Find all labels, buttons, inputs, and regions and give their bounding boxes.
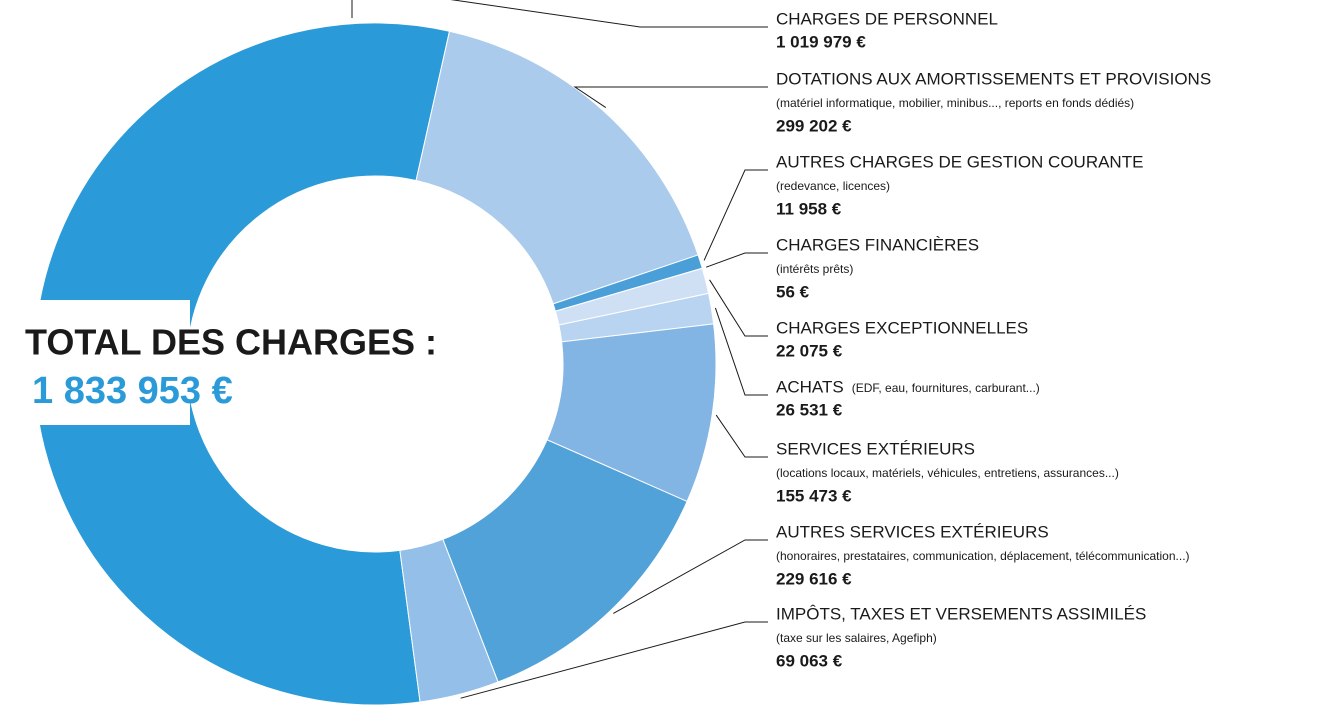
category-label: ACHATS: [776, 377, 844, 396]
donut-segment: [442, 439, 688, 683]
donut: [33, 22, 717, 706]
category-detail: (redevance, licences): [776, 179, 890, 193]
category-label: AUTRES CHARGES DE GESTION COURANTE: [776, 152, 1143, 171]
category-label: IMPÔTS, TAXES ET VERSEMENTS ASSIMILÉS: [776, 604, 1146, 623]
leader-line: [705, 252, 768, 268]
leader-line: [351, 0, 768, 28]
leader-line: [460, 621, 768, 699]
leader-line: [714, 307, 768, 396]
donut-segment: [399, 538, 499, 703]
title-backdrop: [0, 300, 190, 425]
category-label: AUTRES SERVICES EXTÉRIEURS: [776, 522, 1049, 541]
category-label: SERVICES EXTÉRIEURS: [776, 439, 975, 458]
category-detail: (taxe sur les salaires, Agefiph): [776, 631, 937, 645]
value-label: 155 473 €: [776, 486, 852, 505]
leader-line: [613, 539, 768, 614]
total-title: TOTAL DES CHARGES :: [25, 322, 437, 363]
labels: CHARGES DE PERSONNEL 1 019 979 € DOTATIONS…: [460, 9, 1211, 699]
category-label: DOTATIONS AUX AMORTISSEMENTS ET PROVISIO…: [776, 69, 1211, 88]
value-label: 11 958 €: [776, 199, 842, 218]
category-label: CHARGES FINANCIÈRES: [776, 235, 979, 254]
category-label: CHARGES DE PERSONNEL: [776, 9, 998, 28]
value-label: 69 063 €: [776, 651, 843, 670]
value-label: 1 019 979 €: [776, 32, 866, 51]
leader-line: [715, 414, 768, 458]
category-detail: (locations locaux, matériels, véhicules,…: [776, 466, 1119, 480]
value-label: 56 €: [776, 282, 810, 301]
leader-line: [573, 86, 768, 108]
leader-line: [709, 279, 768, 337]
value-label: 299 202 €: [776, 116, 852, 135]
leader-line: [703, 169, 768, 261]
donut-segment: [415, 30, 699, 305]
value-label: 26 531 €: [776, 400, 843, 419]
category-detail: (matériel informatique, mobilier, minibu…: [776, 96, 1134, 110]
category-detail: (honoraires, prestataires, communication…: [776, 549, 1190, 563]
total-value: 1 833 953 €: [32, 370, 233, 412]
value-label: 22 075 €: [776, 341, 843, 360]
donut-segment: [33, 22, 451, 706]
value-label: 229 616 €: [776, 569, 852, 588]
category-label: CHARGES EXCEPTIONNELLES: [776, 318, 1028, 337]
category-detail: (intérêts prêts): [776, 262, 853, 276]
category-detail: (EDF, eau, fournitures, carburant...): [852, 381, 1040, 395]
